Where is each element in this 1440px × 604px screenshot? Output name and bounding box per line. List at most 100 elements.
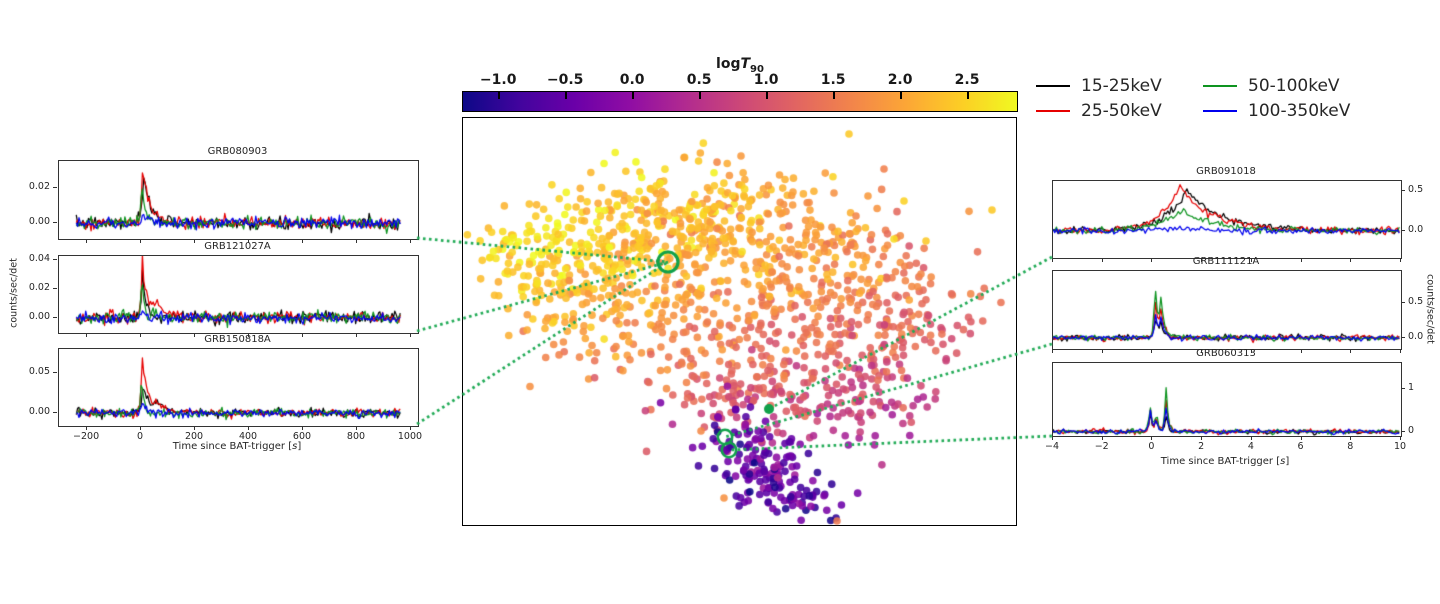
x-tick-label: 0 — [137, 431, 144, 442]
colorbar-tick-label: 0.0 — [619, 72, 645, 88]
lightcurve-panel-grb080903: GRB080903 0.02 0.00 — [29, 146, 419, 243]
y-tick-label: 0.05 — [28, 366, 50, 378]
y-tick-mark — [53, 412, 57, 414]
colorbar-tick-label: 2.5 — [954, 72, 980, 88]
colorbar-tick-label: 2.0 — [887, 72, 913, 88]
scatter-points — [463, 118, 1018, 527]
y-axis-label-left: counts/sec/det — [8, 258, 20, 328]
lightcurve-panel-grb091018: GRB091018 0.5 0.0 — [1052, 166, 1423, 262]
legend-swatch-green — [1203, 84, 1237, 88]
y-tick-label: 0.00 — [28, 216, 50, 228]
x-tick-mark — [1101, 436, 1103, 440]
y-tick-mark — [1401, 336, 1405, 338]
legend-label: 15-25keV — [1081, 76, 1162, 96]
x-tick-mark — [86, 426, 88, 430]
lightcurve-lines — [1053, 181, 1401, 258]
x-tick-mark — [194, 426, 196, 430]
colorbar-tick-label: 0.5 — [686, 72, 712, 88]
x-tick-label: −200 — [73, 431, 100, 442]
colorbar-title-T: T — [740, 56, 751, 72]
x-tick-label: 800 — [346, 431, 366, 442]
y-tick-mark — [1401, 229, 1405, 231]
panel-title: GRB111121A — [1192, 256, 1260, 267]
legend-item: 50-100keV — [1203, 76, 1340, 96]
panel-title: GRB091018 — [1196, 166, 1256, 177]
lightcurve-lines — [59, 256, 418, 333]
x-tick-mark — [1300, 436, 1302, 440]
y-tick-label: 0.0 — [1408, 223, 1424, 235]
x-tick-label: −2 — [1094, 441, 1109, 452]
plot-area — [58, 160, 419, 240]
colorbar-gradient — [462, 91, 1018, 112]
x-tick-mark — [1201, 436, 1203, 440]
panel-title: GRB080903 — [207, 146, 268, 157]
colorbar-tick-label: 1.5 — [820, 72, 846, 88]
y-axis-label-right: counts/sec/det — [1424, 274, 1436, 344]
colorbar-tick-mark — [565, 92, 567, 99]
legend-swatch-blue — [1203, 109, 1237, 113]
y-tick-label: 0.00 — [28, 406, 50, 418]
legend-swatch-red — [1036, 109, 1070, 113]
y-tick-mark — [53, 287, 57, 289]
colorbar-tick-label: 1.0 — [753, 72, 779, 88]
x-tick-mark — [1350, 436, 1352, 440]
x-tick-label: 10 — [1393, 441, 1407, 452]
x-tick-mark — [248, 426, 250, 430]
colorbar-tick-label: −1.0 — [479, 72, 517, 88]
lightcurve-panel-grb060313: GRB060313 −4 −2 0 2 4 6 8 10 1 0 — [1045, 348, 1414, 452]
y-tick-label: 0.00 — [28, 310, 50, 322]
x-axis-label-right: Time since BAT-trigger [s] — [1161, 456, 1290, 467]
panel-title: GRB150818A — [204, 334, 271, 345]
xlabel-text: Time since BAT-trigger [ — [1160, 456, 1281, 467]
x-tick-label: −4 — [1044, 441, 1060, 452]
colorbar-title-log: log — [716, 56, 741, 72]
colorbar-tick-label: −0.5 — [546, 72, 584, 88]
colorbar-tick-mark — [498, 92, 500, 99]
embedding-scatter-plot — [462, 117, 1018, 527]
x-tick-label: 4 — [1247, 441, 1254, 452]
y-tick-label: 0.02 — [28, 281, 50, 293]
y-tick-label: 1 — [1408, 381, 1415, 393]
legend-swatch-black — [1036, 84, 1070, 88]
y-tick-label: 0 — [1408, 424, 1415, 436]
lightcurve-lines — [59, 161, 418, 239]
legend-label: 100-350keV — [1248, 101, 1351, 121]
colorbar-tick-mark — [632, 92, 634, 99]
y-tick-label: 0.02 — [28, 180, 50, 192]
lightcurve-lines — [1053, 363, 1401, 436]
x-tick-mark — [1250, 436, 1252, 440]
y-tick-mark — [1401, 301, 1405, 303]
y-tick-mark — [53, 222, 57, 224]
x-tick-mark — [302, 426, 303, 430]
legend-label: 25-50keV — [1081, 101, 1162, 121]
panel-title: GRB121027A — [204, 241, 271, 252]
xlabel-text: Time since BAT-trigger [ — [172, 441, 293, 452]
y-tick-mark — [53, 258, 57, 260]
x-tick-mark — [1400, 258, 1401, 262]
plot-area — [58, 255, 419, 334]
xlabel-text: ] — [1285, 456, 1290, 467]
legend-label: 50-100keV — [1248, 76, 1340, 96]
x-axis-label-left: Time since BAT-trigger [s] — [173, 441, 302, 452]
lightcurve-panel-grb121027a: GRB121027A 0.04 0.02 0.00 — [29, 241, 419, 337]
lightcurve-panel-grb150818a: GRB150818A −200 0 200 400 600 800 1000 0.05 0.00 — [29, 334, 422, 442]
y-tick-mark — [53, 372, 57, 374]
plot-area — [58, 348, 419, 427]
colorbar-tick-mark — [766, 92, 768, 99]
plot-area — [1052, 362, 1402, 437]
y-tick-mark — [53, 186, 57, 188]
plot-area — [1052, 180, 1402, 259]
y-tick-mark — [1401, 189, 1405, 191]
x-tick-label: 2 — [1198, 441, 1205, 452]
panel-title: GRB060313 — [1196, 348, 1256, 359]
lightcurve-lines — [59, 349, 418, 426]
y-tick-label: 0.04 — [28, 252, 50, 264]
x-tick-mark — [1052, 436, 1053, 440]
plot-area — [1052, 270, 1402, 350]
colorbar-tick-mark — [699, 92, 701, 99]
colorbar-tick-mark — [967, 92, 969, 99]
lightcurve-lines — [1053, 271, 1401, 349]
y-tick-mark — [1401, 387, 1405, 389]
x-tick-mark — [1400, 436, 1401, 440]
